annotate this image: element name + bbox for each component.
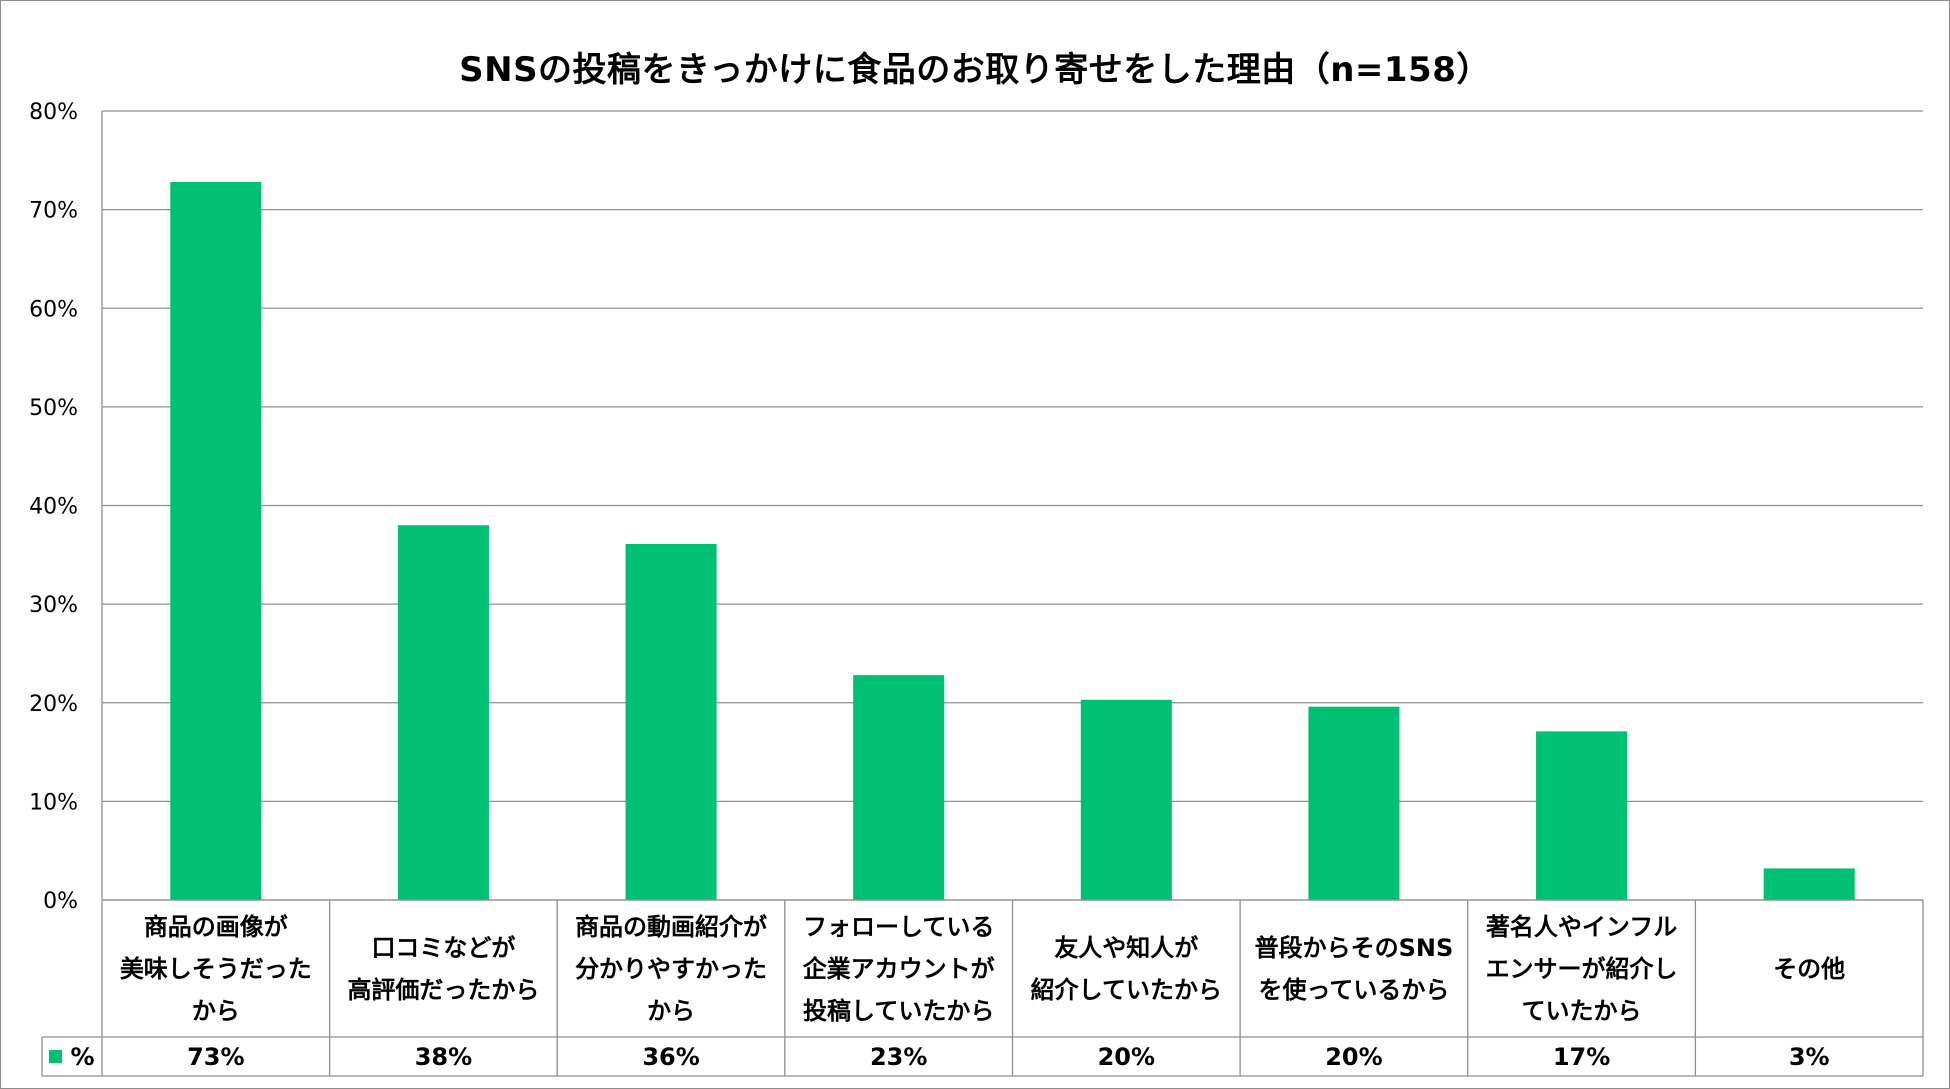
data-label: 23% [869,1042,928,1071]
bar [1080,699,1172,900]
data-label: 36% [642,1042,700,1071]
data-label: 73% [187,1042,245,1071]
bar [1308,706,1400,900]
y-tick-label: 70% [29,199,78,224]
y-tick-label: 30% [29,593,78,618]
data-label: 3% [1788,1042,1830,1071]
y-tick-label: 20% [29,692,78,717]
y-tick-label: 10% [29,790,78,815]
x-category-label: 商品の動画紹介が 分かりやすかった から [575,912,768,1025]
x-category-label: 著名人やインフル エンサーが紹介し ていたから [1485,912,1678,1025]
x-category-label: 普段からそのSNS を使っているから [1254,933,1454,1004]
data-label: 20% [1325,1042,1383,1071]
legend-swatch [49,1050,63,1063]
data-label: 20% [1097,1042,1156,1071]
bar [1536,731,1628,900]
legend-entry: % [42,1037,102,1076]
x-category-label: 商品の画像が 美味しそうだった から [119,912,312,1025]
bar [170,182,262,900]
legend-label: % [70,1042,95,1071]
x-category-label: フォローしている 企業アカウントが 投稿していたから [802,912,995,1025]
bar [397,525,489,900]
x-category-label: 口コミなどが 高評価だったから [347,933,540,1004]
data-label: 17% [1552,1042,1611,1071]
y-tick-label: 0% [43,889,78,914]
bar [625,543,717,900]
bar [1763,868,1855,900]
data-label: 38% [414,1042,473,1071]
y-tick-label: 50% [29,396,78,421]
x-category-label: その他 [1773,954,1846,983]
x-category-label: 友人や知人が 紹介していたから [1030,933,1222,1004]
chart-title: SNSの投稿をきっかけに食品のお取り寄せをした理由（n=158） [459,50,1491,90]
y-tick-label: 80% [29,100,78,125]
y-tick-label: 40% [29,495,78,520]
y-tick-label: 60% [29,297,78,322]
bar [853,675,945,900]
